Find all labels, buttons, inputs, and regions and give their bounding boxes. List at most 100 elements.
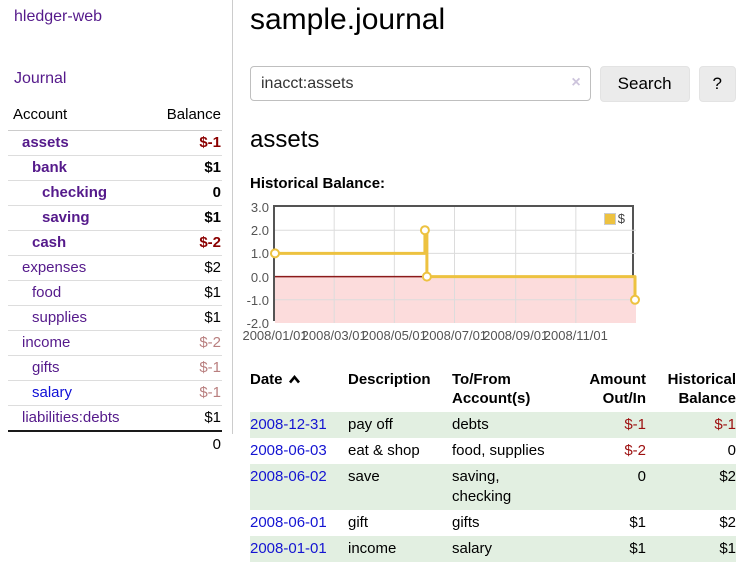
account-row-checking: checking 0 (8, 180, 222, 206)
search-form: × Search ? (250, 66, 736, 102)
sidebar: hledger-web Journal Account Balance asse… (0, 0, 233, 457)
sort-ascending-icon (288, 374, 300, 384)
account-row-supplies: supplies $1 (8, 305, 222, 331)
search-box: × (250, 66, 591, 102)
account-balance: $2 (146, 255, 222, 281)
register-row: 2008-06-03 eat & shop food, supplies $-2… (250, 438, 736, 464)
register-header-amount: Amount Out/In (589, 371, 646, 407)
account-balance: $1 (146, 405, 222, 432)
transaction-accounts: salary (452, 540, 493, 557)
transaction-accounts: debts (452, 416, 489, 433)
register-row: 2008-12-31 pay off debts $-1 $-1 (250, 412, 736, 438)
transaction-balance: $1 (719, 540, 736, 557)
accounts-header-account: Account (8, 102, 147, 131)
account-balance: $1 (146, 280, 222, 306)
accounts-table: Account Balance assets $-1 bank $1 checkin… (8, 102, 222, 457)
historical-balance-chart: 3.0 2.0 1.0 0.0 -1.0 -2.0 $ 2008/01/01 2008/03… (242, 201, 641, 347)
transaction-description: pay off (348, 416, 393, 433)
sidebar-item-journal[interactable]: Journal (14, 70, 67, 87)
help-button[interactable]: ? (698, 66, 736, 102)
register-header-accounts: To/From Account(s) (452, 371, 531, 407)
account-row-bank: bank $1 (8, 155, 222, 181)
account-row-saving: saving $1 (8, 205, 222, 231)
account-row-income: income $-2 (8, 330, 222, 356)
clear-search-icon[interactable]: × (571, 74, 581, 91)
account-link-salary[interactable]: salary (32, 384, 73, 401)
register-row: 2008-06-02 save saving, checking 0 $2 (250, 464, 736, 510)
account-link-saving[interactable]: saving (42, 209, 90, 226)
account-balance: $-1 (146, 380, 222, 406)
account-row-salary: salary $-1 (8, 380, 222, 406)
account-balance: $1 (146, 305, 222, 331)
register-header-balance: Historical Balance (667, 371, 736, 407)
account-link-liabilities-debts[interactable]: liabilities:debts (22, 409, 120, 426)
search-input[interactable] (250, 66, 591, 101)
search-button[interactable]: Search (599, 66, 690, 102)
page-title: sample.journal (250, 3, 446, 36)
account-heading: assets (250, 126, 320, 153)
account-balance: $-1 (146, 355, 222, 381)
accounts-header-balance: Balance (146, 102, 222, 131)
series-swatch-icon (603, 212, 616, 225)
account-balance: $-2 (146, 230, 222, 256)
register-header-row: Date Description To/From Account(s) Amoun… (250, 368, 736, 412)
account-row-gifts: gifts $-1 (8, 355, 222, 381)
transaction-date-link[interactable]: 2008-12-31 (250, 416, 327, 433)
account-balance: $1 (146, 155, 222, 181)
register-row: 2008-01-01 income salary $1 $1 (250, 536, 736, 562)
account-link-expenses[interactable]: expenses (22, 259, 87, 276)
account-link-gifts[interactable]: gifts (32, 359, 60, 376)
transaction-balance: 0 (727, 442, 736, 459)
account-link-cash[interactable]: cash (32, 234, 67, 251)
account-row-expenses: expenses $2 (8, 255, 222, 281)
transaction-amount: $1 (629, 514, 646, 531)
chart-heading: Historical Balance: (250, 175, 386, 192)
transaction-description: save (348, 468, 380, 485)
account-row-food: food $1 (8, 280, 222, 306)
transaction-date-link[interactable]: 2008-06-01 (250, 514, 327, 531)
transaction-date-link[interactable]: 2008-01-01 (250, 540, 327, 557)
transaction-balance: $-1 (714, 416, 736, 433)
account-row-cash: cash $-2 (8, 230, 222, 256)
x-axis-labels: 2008/01/01 2008/03/01 2008/05/01 2008/07/01… (242, 328, 608, 343)
transaction-amount: $-1 (624, 416, 646, 433)
account-link-income[interactable]: income (22, 334, 71, 351)
app-title-link[interactable]: hledger-web (14, 8, 103, 25)
account-row-assets: assets $-1 (8, 130, 222, 156)
transaction-balance: $2 (719, 514, 736, 531)
account-balance: $1 (146, 205, 222, 231)
accounts-total: 0 (146, 430, 222, 457)
register-header-description: Description (348, 371, 431, 388)
transaction-amount: 0 (637, 468, 646, 485)
account-balance: $-1 (146, 130, 222, 156)
account-link-checking[interactable]: checking (42, 184, 108, 201)
transaction-accounts: saving, checking (452, 468, 512, 505)
account-balance: 0 (146, 180, 222, 206)
account-row-liabilities-debts: liabilities:debts $1 (8, 405, 222, 432)
transaction-accounts: gifts (452, 514, 480, 531)
transaction-description: eat & shop (348, 442, 420, 459)
accounts-header-row: Account Balance (8, 102, 222, 131)
account-link-food[interactable]: food (32, 284, 62, 301)
legend-label: $ (617, 211, 625, 226)
y-axis-labels: 3.0 2.0 1.0 0.0 -1.0 -2.0 (246, 200, 269, 331)
transaction-date-link[interactable]: 2008-06-03 (250, 442, 327, 459)
transaction-date-link[interactable]: 2008-06-02 (250, 468, 327, 485)
account-balance: $-2 (146, 330, 222, 356)
transaction-description: gift (348, 514, 369, 531)
register-row: 2008-06-01 gift gifts $1 $2 (250, 510, 736, 536)
account-link-supplies[interactable]: supplies (32, 309, 88, 326)
main-content: sample.journal × Search ? assets Histori… (242, 0, 736, 562)
accounts-total-row: 0 (8, 430, 222, 457)
account-link-assets[interactable]: assets (22, 134, 69, 151)
transaction-accounts: food, supplies (452, 442, 545, 459)
register-header-date: Date (250, 368, 348, 412)
transaction-amount: $1 (629, 540, 646, 557)
transaction-amount: $-2 (624, 442, 646, 459)
register-table: Date Description To/From Account(s) Amoun… (250, 368, 736, 562)
account-link-bank[interactable]: bank (32, 159, 68, 176)
transaction-balance: $2 (719, 468, 736, 485)
transaction-description: income (348, 540, 397, 557)
chart-canvas (270, 207, 641, 323)
plot-area[interactable]: $ (270, 205, 641, 323)
